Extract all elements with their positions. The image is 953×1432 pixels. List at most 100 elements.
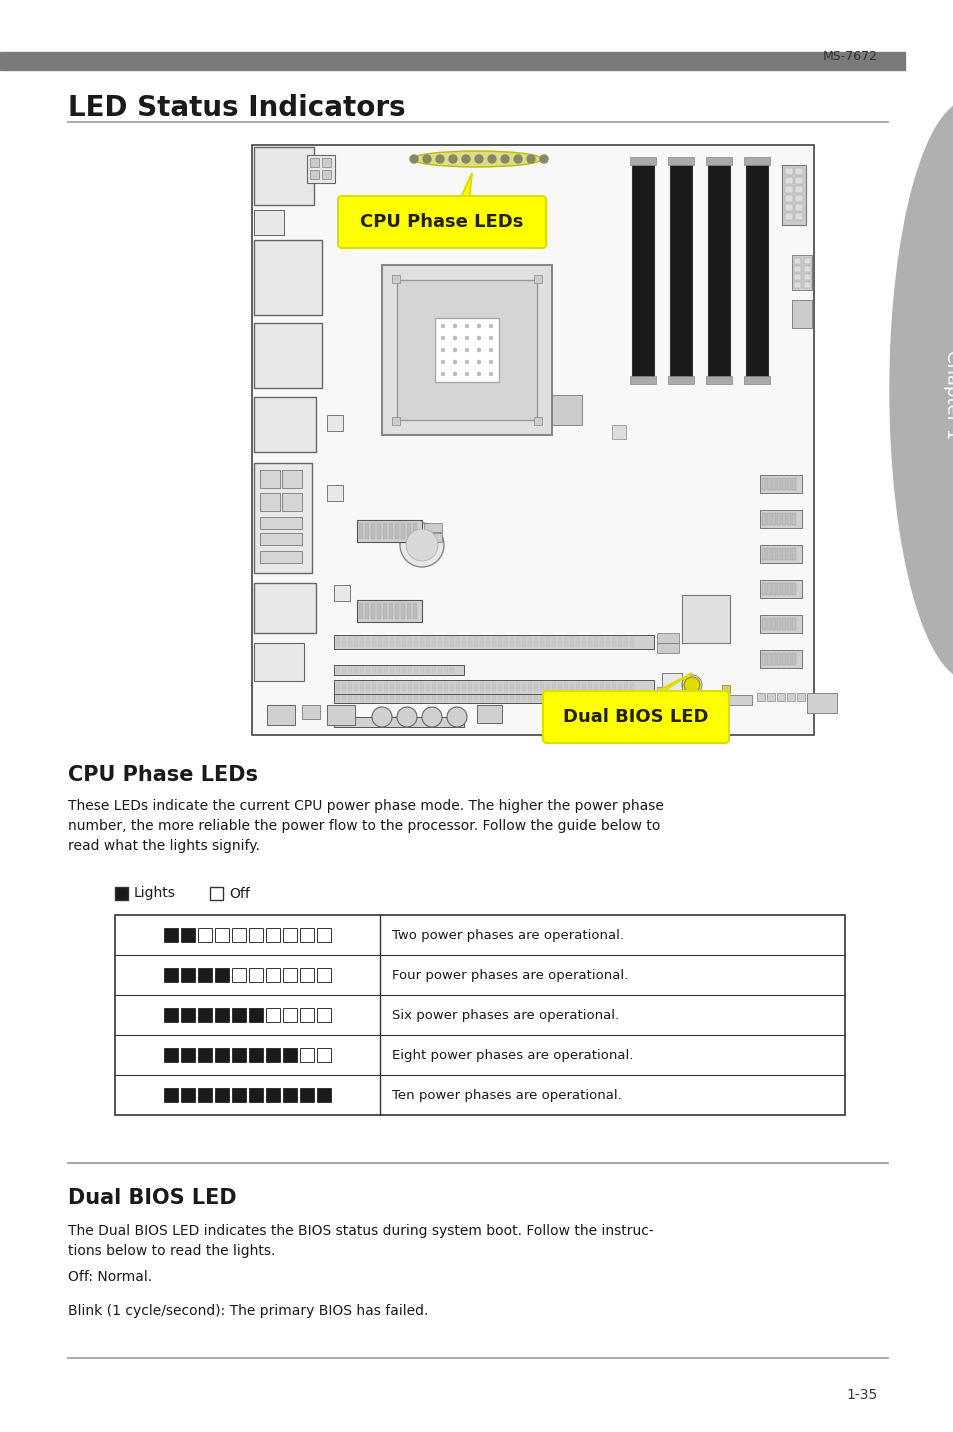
- Bar: [401, 667, 406, 673]
- Bar: [527, 637, 532, 647]
- Bar: [377, 692, 381, 702]
- Bar: [793, 258, 801, 263]
- Bar: [382, 603, 387, 619]
- Bar: [534, 637, 537, 647]
- Bar: [414, 637, 417, 647]
- Text: Dual BIOS LED: Dual BIOS LED: [562, 707, 708, 726]
- Bar: [366, 683, 370, 692]
- Bar: [266, 928, 280, 942]
- Bar: [419, 683, 423, 692]
- Bar: [794, 213, 802, 221]
- Bar: [791, 619, 795, 630]
- Bar: [776, 513, 781, 526]
- Bar: [392, 417, 399, 425]
- Bar: [456, 692, 459, 702]
- Bar: [594, 637, 598, 647]
- Bar: [348, 683, 352, 692]
- Bar: [198, 968, 212, 982]
- Bar: [771, 619, 775, 630]
- Circle shape: [406, 528, 437, 561]
- Bar: [390, 667, 394, 673]
- Bar: [327, 485, 343, 501]
- Bar: [468, 637, 472, 647]
- Bar: [510, 683, 514, 692]
- Bar: [423, 523, 441, 533]
- Bar: [612, 637, 616, 647]
- Bar: [796, 693, 804, 702]
- Bar: [791, 583, 795, 596]
- Bar: [479, 692, 483, 702]
- Bar: [426, 692, 430, 702]
- Bar: [450, 683, 454, 692]
- Bar: [232, 928, 246, 942]
- Bar: [354, 683, 357, 692]
- Bar: [492, 692, 496, 702]
- FancyBboxPatch shape: [542, 692, 728, 743]
- Bar: [681, 596, 729, 643]
- Bar: [253, 241, 322, 315]
- Bar: [164, 1008, 178, 1022]
- Bar: [521, 692, 525, 702]
- Bar: [372, 667, 375, 673]
- Bar: [474, 692, 477, 702]
- Bar: [479, 683, 483, 692]
- Bar: [705, 377, 731, 384]
- Bar: [450, 692, 454, 702]
- Bar: [384, 637, 388, 647]
- Circle shape: [489, 372, 492, 375]
- Bar: [594, 683, 598, 692]
- Bar: [461, 637, 465, 647]
- Bar: [771, 478, 775, 490]
- Bar: [359, 692, 364, 702]
- Bar: [443, 637, 448, 647]
- Bar: [474, 637, 477, 647]
- Bar: [623, 637, 627, 647]
- Bar: [310, 170, 318, 179]
- Bar: [576, 637, 579, 647]
- Bar: [359, 637, 364, 647]
- Bar: [414, 667, 417, 673]
- Bar: [534, 275, 541, 284]
- Bar: [791, 653, 795, 664]
- Text: tions below to read the lights.: tions below to read the lights.: [68, 1244, 275, 1257]
- Bar: [760, 580, 801, 599]
- Bar: [260, 493, 280, 511]
- Bar: [461, 692, 465, 702]
- Bar: [443, 667, 448, 673]
- Bar: [545, 692, 550, 702]
- Bar: [771, 513, 775, 526]
- Bar: [253, 643, 304, 682]
- Bar: [794, 178, 802, 183]
- Bar: [450, 637, 454, 647]
- Bar: [539, 683, 543, 692]
- Bar: [210, 886, 223, 899]
- Bar: [631, 160, 654, 379]
- Bar: [181, 1088, 194, 1103]
- Bar: [618, 637, 621, 647]
- Bar: [485, 692, 490, 702]
- Bar: [400, 523, 405, 538]
- Bar: [474, 683, 477, 692]
- Bar: [576, 683, 579, 692]
- Circle shape: [465, 372, 468, 375]
- Bar: [341, 692, 346, 702]
- Polygon shape: [439, 173, 472, 243]
- Bar: [794, 203, 802, 211]
- Bar: [776, 583, 781, 596]
- Circle shape: [453, 361, 456, 364]
- Circle shape: [441, 372, 444, 375]
- Circle shape: [477, 361, 480, 364]
- Bar: [322, 158, 331, 168]
- Bar: [545, 637, 550, 647]
- Circle shape: [436, 155, 443, 163]
- Bar: [372, 683, 375, 692]
- Bar: [260, 551, 302, 563]
- Bar: [623, 683, 627, 692]
- Bar: [776, 619, 781, 630]
- Bar: [623, 692, 627, 702]
- Bar: [476, 705, 501, 723]
- Bar: [587, 637, 592, 647]
- Bar: [657, 633, 679, 643]
- Bar: [232, 1048, 246, 1063]
- Bar: [667, 158, 693, 165]
